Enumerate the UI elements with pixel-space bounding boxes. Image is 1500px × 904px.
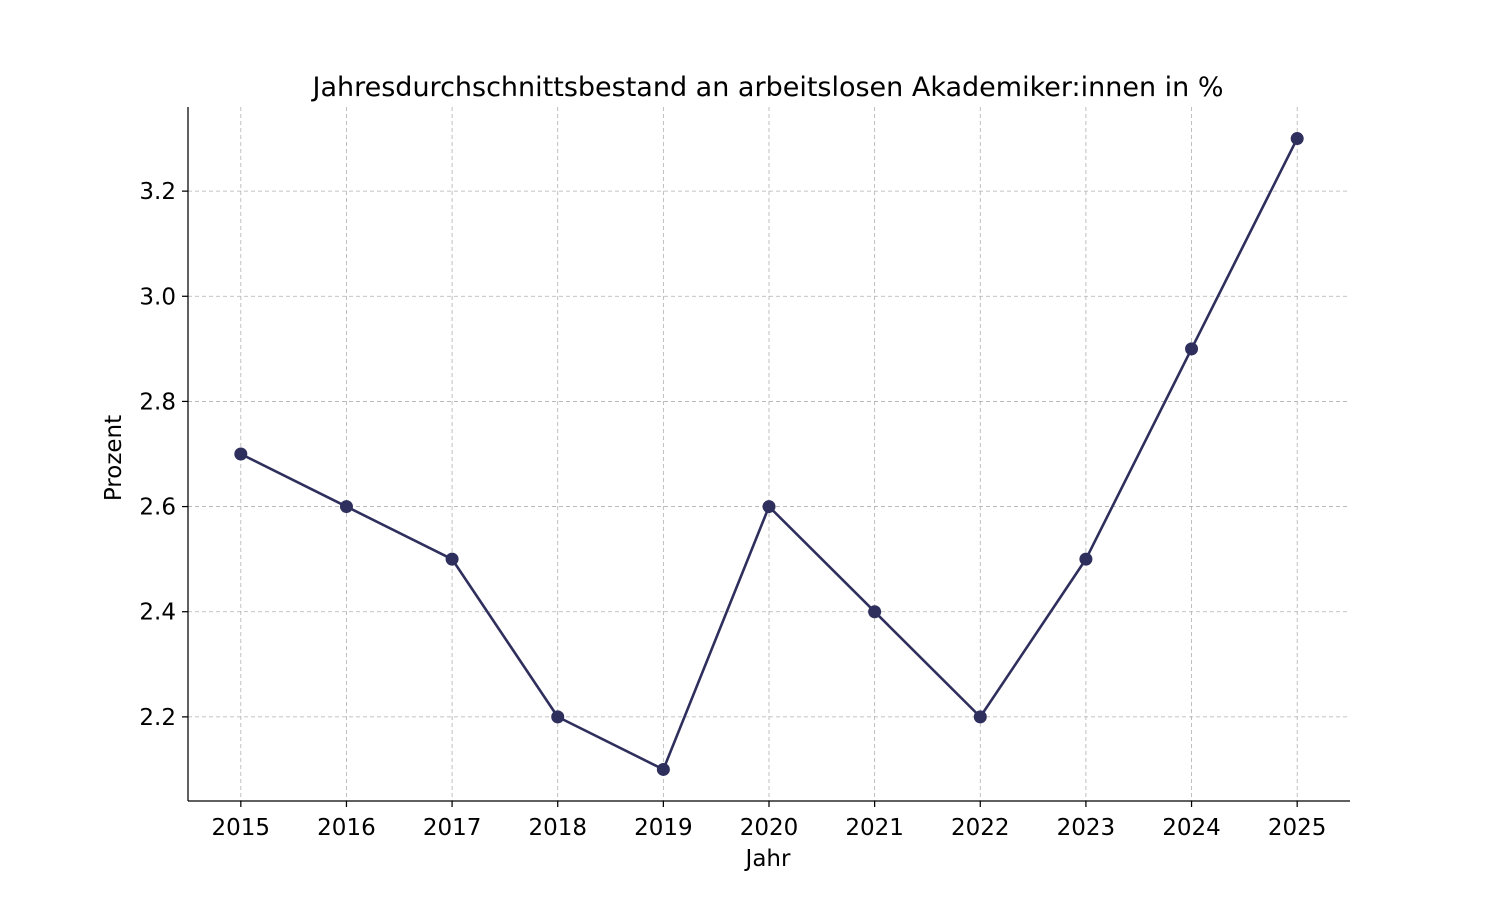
data-point xyxy=(339,500,353,514)
y-tick-label: 2.4 xyxy=(139,600,176,626)
x-tick-label: 2020 xyxy=(740,815,799,841)
y-tick-label: 2.6 xyxy=(139,495,176,521)
x-tick-label: 2015 xyxy=(212,815,271,841)
x-tick-label: 2024 xyxy=(1162,815,1221,841)
data-point xyxy=(1079,552,1093,566)
data-point xyxy=(656,762,670,776)
data-point xyxy=(1185,342,1199,356)
data-point xyxy=(1290,132,1304,146)
y-tick-label: 2.8 xyxy=(139,389,176,415)
x-tick-label: 2016 xyxy=(317,815,376,841)
y-axis-label: Prozent xyxy=(101,415,127,501)
x-tick-label: 2017 xyxy=(423,815,482,841)
grid xyxy=(188,107,1350,801)
x-axis-label: Jahr xyxy=(744,846,791,872)
data-point xyxy=(445,552,459,566)
x-tick-label: 2018 xyxy=(528,815,587,841)
x-tick-label: 2025 xyxy=(1268,815,1327,841)
data-point xyxy=(762,500,776,514)
y-tick-label: 3.0 xyxy=(139,284,176,310)
series-layer xyxy=(234,132,1304,776)
data-point xyxy=(234,447,248,461)
data-point xyxy=(551,710,565,724)
chart-title: Jahresdurchschnittsbestand an arbeitslos… xyxy=(311,72,1224,103)
x-tick-label: 2023 xyxy=(1057,815,1116,841)
data-point xyxy=(868,605,882,619)
x-tick-label: 2022 xyxy=(951,815,1010,841)
y-tick-label: 2.2 xyxy=(139,705,176,731)
x-tick-label: 2021 xyxy=(845,815,904,841)
y-tick-label: 3.2 xyxy=(139,179,176,205)
x-tick-label: 2019 xyxy=(634,815,693,841)
x-axis-ticks: 2015 2016 2017 2018 2019 2020 2021 2022 2023 2024… xyxy=(212,801,1327,841)
y-axis-ticks: 2.2 2.4 2.6 2.8 3.0 3.2 xyxy=(139,179,188,731)
data-point xyxy=(973,710,987,724)
